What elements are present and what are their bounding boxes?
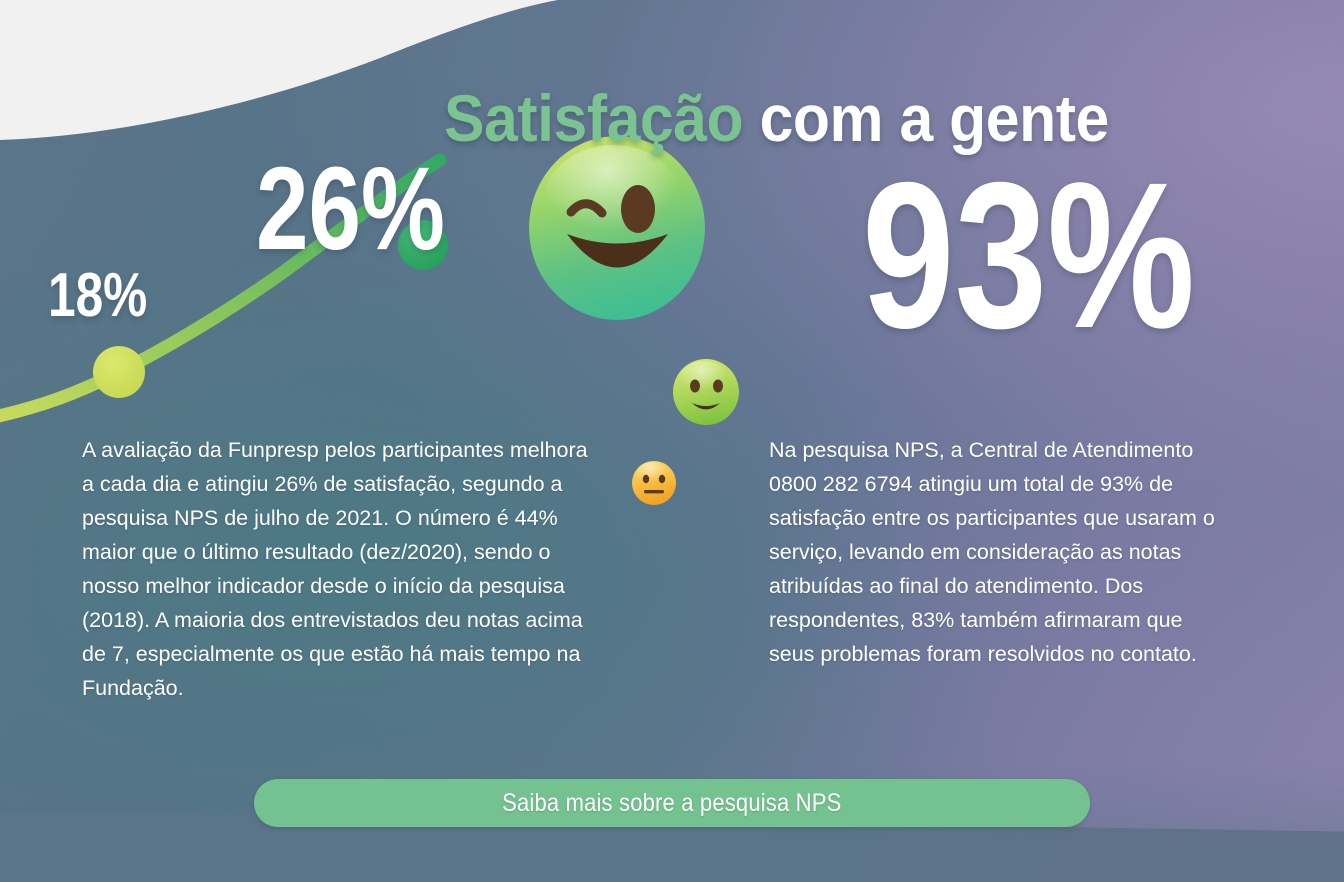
stat-previous-value: 18% [48, 261, 148, 330]
satisfaction-line-chart [0, 120, 580, 440]
stat-service-value: 93% [862, 140, 1196, 372]
learn-more-nps-label: Saiba mais sobre a pesquisa NPS [502, 788, 842, 817]
paragraph-left: A avaliação da Funpresp pelos participan… [82, 437, 588, 700]
page-title-highlight: Satisfação [444, 81, 744, 156]
wave-decoration [0, 0, 558, 140]
winking-smiley-face-icon [529, 136, 705, 320]
stat-current-value: 26% [256, 143, 445, 275]
neutral-face-icon [632, 461, 676, 505]
page-title: Satisfação com a gente [444, 84, 1180, 153]
learn-more-nps-button[interactable]: Saiba mais sobre a pesquisa NPS [254, 779, 1090, 827]
chart-trend-line [0, 153, 447, 423]
paragraph-right: Na pesquisa NPS, a Central de Atendiment… [769, 437, 1215, 666]
chart-point-26 [398, 220, 448, 270]
smiley-face-icon [673, 359, 739, 425]
chart-point-18 [93, 346, 145, 398]
page-title-rest: com a gente [743, 81, 1110, 156]
